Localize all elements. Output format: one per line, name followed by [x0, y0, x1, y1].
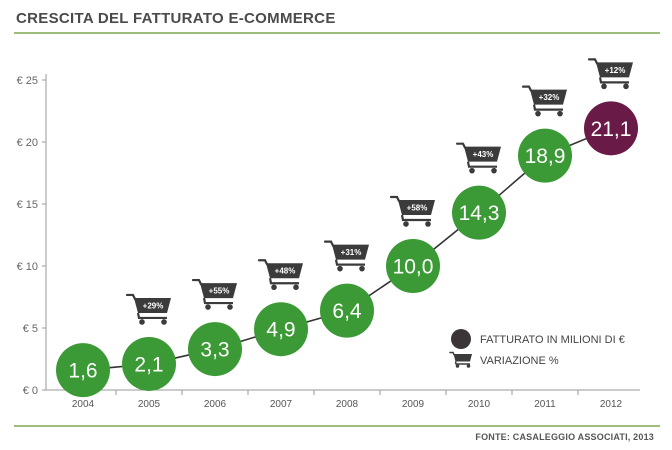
data-label: 3,3 — [200, 339, 229, 362]
data-point — [518, 128, 572, 183]
variation-label: +55% — [209, 287, 230, 296]
variation-cart-icon: +55% — [191, 278, 237, 310]
variation-label: +29% — [143, 301, 164, 310]
variation-cart-icon: +48% — [257, 259, 303, 291]
variation-cart-icon: +58% — [389, 195, 435, 227]
chart-title: CRESCITA DEL FATTURATO E-COMMERCE — [16, 10, 336, 27]
data-label: 6,4 — [332, 300, 362, 323]
footer-divider — [14, 425, 660, 427]
data-label: 4,9 — [266, 319, 295, 342]
data-point — [56, 343, 110, 398]
data-label: 2,1 — [134, 353, 163, 376]
y-tick-label: € 25 — [17, 75, 38, 87]
variation-label: +48% — [275, 267, 296, 276]
y-tick-label: € 20 — [17, 137, 38, 149]
legend-label-revenue: FATTURATO IN MILIONI DI € — [480, 334, 625, 346]
data-label: 18,9 — [525, 145, 566, 168]
data-label: 1,6 — [68, 360, 97, 383]
legend-label-variation: VARIAZIONE % — [480, 355, 559, 367]
x-tick-label: 2007 — [270, 399, 293, 410]
legend-cart-icon — [449, 351, 472, 368]
x-tick-label: 2008 — [336, 399, 359, 410]
data-label: 21,1 — [591, 118, 632, 141]
legend-circle-icon — [451, 329, 471, 349]
data-point — [386, 239, 440, 293]
data-label: 14,3 — [459, 202, 500, 225]
x-tick-label: 2010 — [468, 399, 491, 410]
x-tick-label: 2009 — [402, 399, 425, 410]
source-note: FONTE: CASALEGGIO ASSOCIATI, 2013 — [475, 432, 654, 442]
data-point — [584, 101, 638, 156]
variation-label: +32% — [539, 93, 560, 102]
y-tick-label: € 5 — [23, 323, 38, 335]
x-tick-label: 2011 — [534, 399, 556, 410]
data-point — [254, 302, 308, 357]
data-label: 10,0 — [393, 256, 434, 279]
data-point — [188, 322, 242, 377]
variation-cart-icon: +29% — [125, 293, 171, 325]
x-tick-label: 2005 — [138, 399, 161, 410]
variation-label: +31% — [341, 248, 362, 257]
x-tick-label: 2012 — [600, 399, 623, 410]
y-tick-label: € 0 — [23, 385, 38, 397]
y-tick-label: € 15 — [17, 199, 38, 211]
y-tick-label: € 10 — [17, 261, 38, 273]
variation-cart-icon: +43% — [455, 142, 501, 174]
title-divider — [14, 32, 660, 34]
variation-cart-icon: +31% — [323, 240, 369, 272]
data-point — [320, 283, 374, 338]
x-tick-label: 2004 — [72, 399, 95, 410]
x-tick-label: 2006 — [204, 399, 227, 410]
variation-cart-icon: +12% — [587, 58, 633, 90]
data-point — [452, 185, 506, 240]
variation-label: +43% — [473, 150, 494, 159]
variation-label: +12% — [605, 66, 626, 75]
variation-label: +58% — [407, 204, 428, 213]
data-point — [122, 336, 176, 391]
variation-cart-icon: +32% — [521, 85, 567, 117]
